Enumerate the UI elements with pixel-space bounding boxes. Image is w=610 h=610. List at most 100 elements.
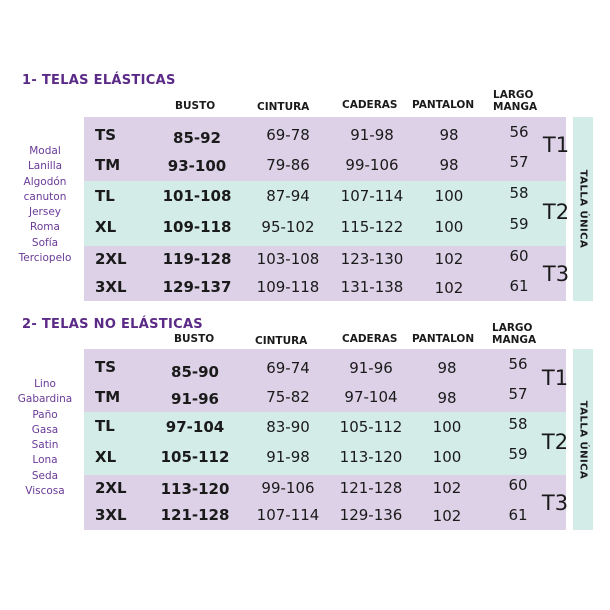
- group-t3: T3: [542, 262, 570, 286]
- busto-value: 85-90: [171, 363, 219, 381]
- fabric-list: Modal Lanilla Algodón canuton Jersey Rom…: [14, 144, 76, 266]
- caderas-value: 107-114: [340, 187, 404, 205]
- caderas-value: 97-104: [344, 388, 398, 406]
- group-t3: T3: [541, 491, 569, 515]
- header-largo-manga: LARGO MANGA: [492, 322, 536, 346]
- busto-value: 85-92: [173, 129, 221, 147]
- largo-value: 56: [509, 123, 529, 141]
- cintura-value: 109-118: [256, 278, 320, 296]
- band-t3: [84, 246, 566, 301]
- busto-value: 129-137: [162, 278, 232, 296]
- band-t1: [84, 117, 566, 181]
- pantalon-value: 102: [432, 479, 462, 497]
- largo-value: 58: [508, 415, 528, 433]
- pantalon-value: 100: [432, 448, 462, 466]
- pantalon-value: 98: [437, 359, 457, 377]
- size-label: TL: [95, 187, 115, 205]
- size-label: TS: [95, 126, 117, 144]
- largo-value: 60: [509, 247, 529, 265]
- section-no-elasticas: 2- TELAS NO ELÁSTICAS BUSTO CINTURA CADE…: [0, 0, 610, 530]
- fabric-list: Lino Gabardina Paño Gasa Satin Lona Seda…: [14, 377, 76, 499]
- talla-unica-label: TALLA ÚNICA: [577, 400, 589, 479]
- group-t2: T2: [542, 200, 570, 224]
- size-label: 3XL: [95, 278, 127, 296]
- fabric-item: Algodón: [23, 175, 67, 188]
- fabric-item: Paño: [32, 408, 58, 421]
- pantalon-value: 102: [434, 279, 464, 297]
- busto-value: 97-104: [165, 418, 225, 436]
- band-t3: [84, 475, 566, 530]
- cintura-value: 83-90: [266, 418, 310, 436]
- pantalon-value: 100: [434, 218, 464, 236]
- section-title: 2- TELAS NO ELÁSTICAS: [22, 317, 203, 332]
- band-t2: [84, 181, 566, 246]
- caderas-value: 91-96: [349, 359, 393, 377]
- cintura-value: 103-108: [256, 250, 320, 268]
- size-label: XL: [95, 218, 117, 236]
- busto-value: 105-112: [160, 448, 230, 466]
- header-caderas: CADERAS: [342, 99, 398, 111]
- size-label: TM: [95, 388, 121, 406]
- group-t1: T1: [542, 133, 570, 157]
- size-label: TM: [95, 156, 121, 174]
- group-t2: T2: [541, 430, 569, 454]
- size-label: TL: [95, 417, 115, 435]
- size-label: 2XL: [95, 479, 127, 497]
- caderas-value: 99-106: [345, 156, 399, 174]
- busto-value: 91-96: [171, 390, 219, 408]
- size-label: 2XL: [95, 250, 127, 268]
- largo-value: 59: [509, 215, 529, 233]
- fabric-item: Seda: [31, 469, 59, 482]
- header-caderas: CADERAS: [342, 333, 398, 345]
- size-label: XL: [95, 448, 117, 466]
- cintura-value: 79-86: [266, 156, 310, 174]
- header-largo-manga: LARGO MANGA: [493, 89, 537, 113]
- cintura-value: 69-74: [266, 359, 310, 377]
- header-pantalon: PANTALON: [412, 333, 475, 345]
- fabric-item: Gabardina: [17, 393, 73, 406]
- cintura-value: 69-78: [266, 126, 310, 144]
- fabric-item: Lona: [32, 454, 58, 467]
- group-t1: T1: [541, 366, 569, 390]
- header-busto: BUSTO: [174, 333, 215, 345]
- band-t1: [84, 349, 566, 412]
- caderas-value: 105-112: [339, 418, 403, 436]
- busto-value: 113-120: [160, 480, 230, 498]
- fabric-item: Gasa: [31, 423, 59, 436]
- largo-value: 61: [508, 506, 528, 524]
- pantalon-value: 102: [432, 507, 462, 525]
- caderas-value: 113-120: [339, 448, 403, 466]
- cintura-value: 75-82: [266, 388, 310, 406]
- fabric-item: Terciopelo: [18, 252, 72, 265]
- busto-value: 119-128: [162, 250, 232, 268]
- pantalon-value: 100: [432, 418, 462, 436]
- caderas-value: 121-128: [339, 479, 403, 497]
- busto-value: 121-128: [160, 506, 230, 524]
- header-largo: LARGO: [493, 89, 534, 101]
- largo-value: 58: [509, 184, 529, 202]
- pantalon-value: 100: [434, 187, 464, 205]
- size-label: TS: [95, 358, 117, 376]
- header-pantalon: PANTALON: [412, 99, 475, 111]
- fabric-item: Roma: [30, 221, 60, 234]
- caderas-value: 91-98: [350, 126, 394, 144]
- pantalon-value: 102: [434, 250, 464, 268]
- fabric-item: Modal: [29, 145, 61, 157]
- size-label: 3XL: [95, 506, 127, 524]
- busto-value: 93-100: [167, 157, 227, 175]
- talla-unica-sidebar: TALLA ÚNICA: [573, 117, 593, 301]
- header-cintura: CINTURA: [257, 101, 310, 113]
- fabric-item: Satin: [31, 439, 59, 452]
- pantalon-value: 98: [437, 389, 457, 407]
- fabric-item: Sofía: [31, 236, 59, 249]
- busto-value: 101-108: [162, 187, 232, 205]
- caderas-value: 129-136: [339, 506, 403, 524]
- cintura-value: 87-94: [266, 187, 310, 205]
- header-largo: LARGO: [492, 322, 533, 334]
- pantalon-value: 98: [439, 126, 459, 144]
- largo-value: 59: [508, 445, 528, 463]
- busto-value: 109-118: [162, 218, 232, 236]
- header-manga: MANGA: [492, 334, 537, 346]
- fabric-item: Jersey: [28, 206, 62, 219]
- caderas-value: 115-122: [340, 218, 404, 236]
